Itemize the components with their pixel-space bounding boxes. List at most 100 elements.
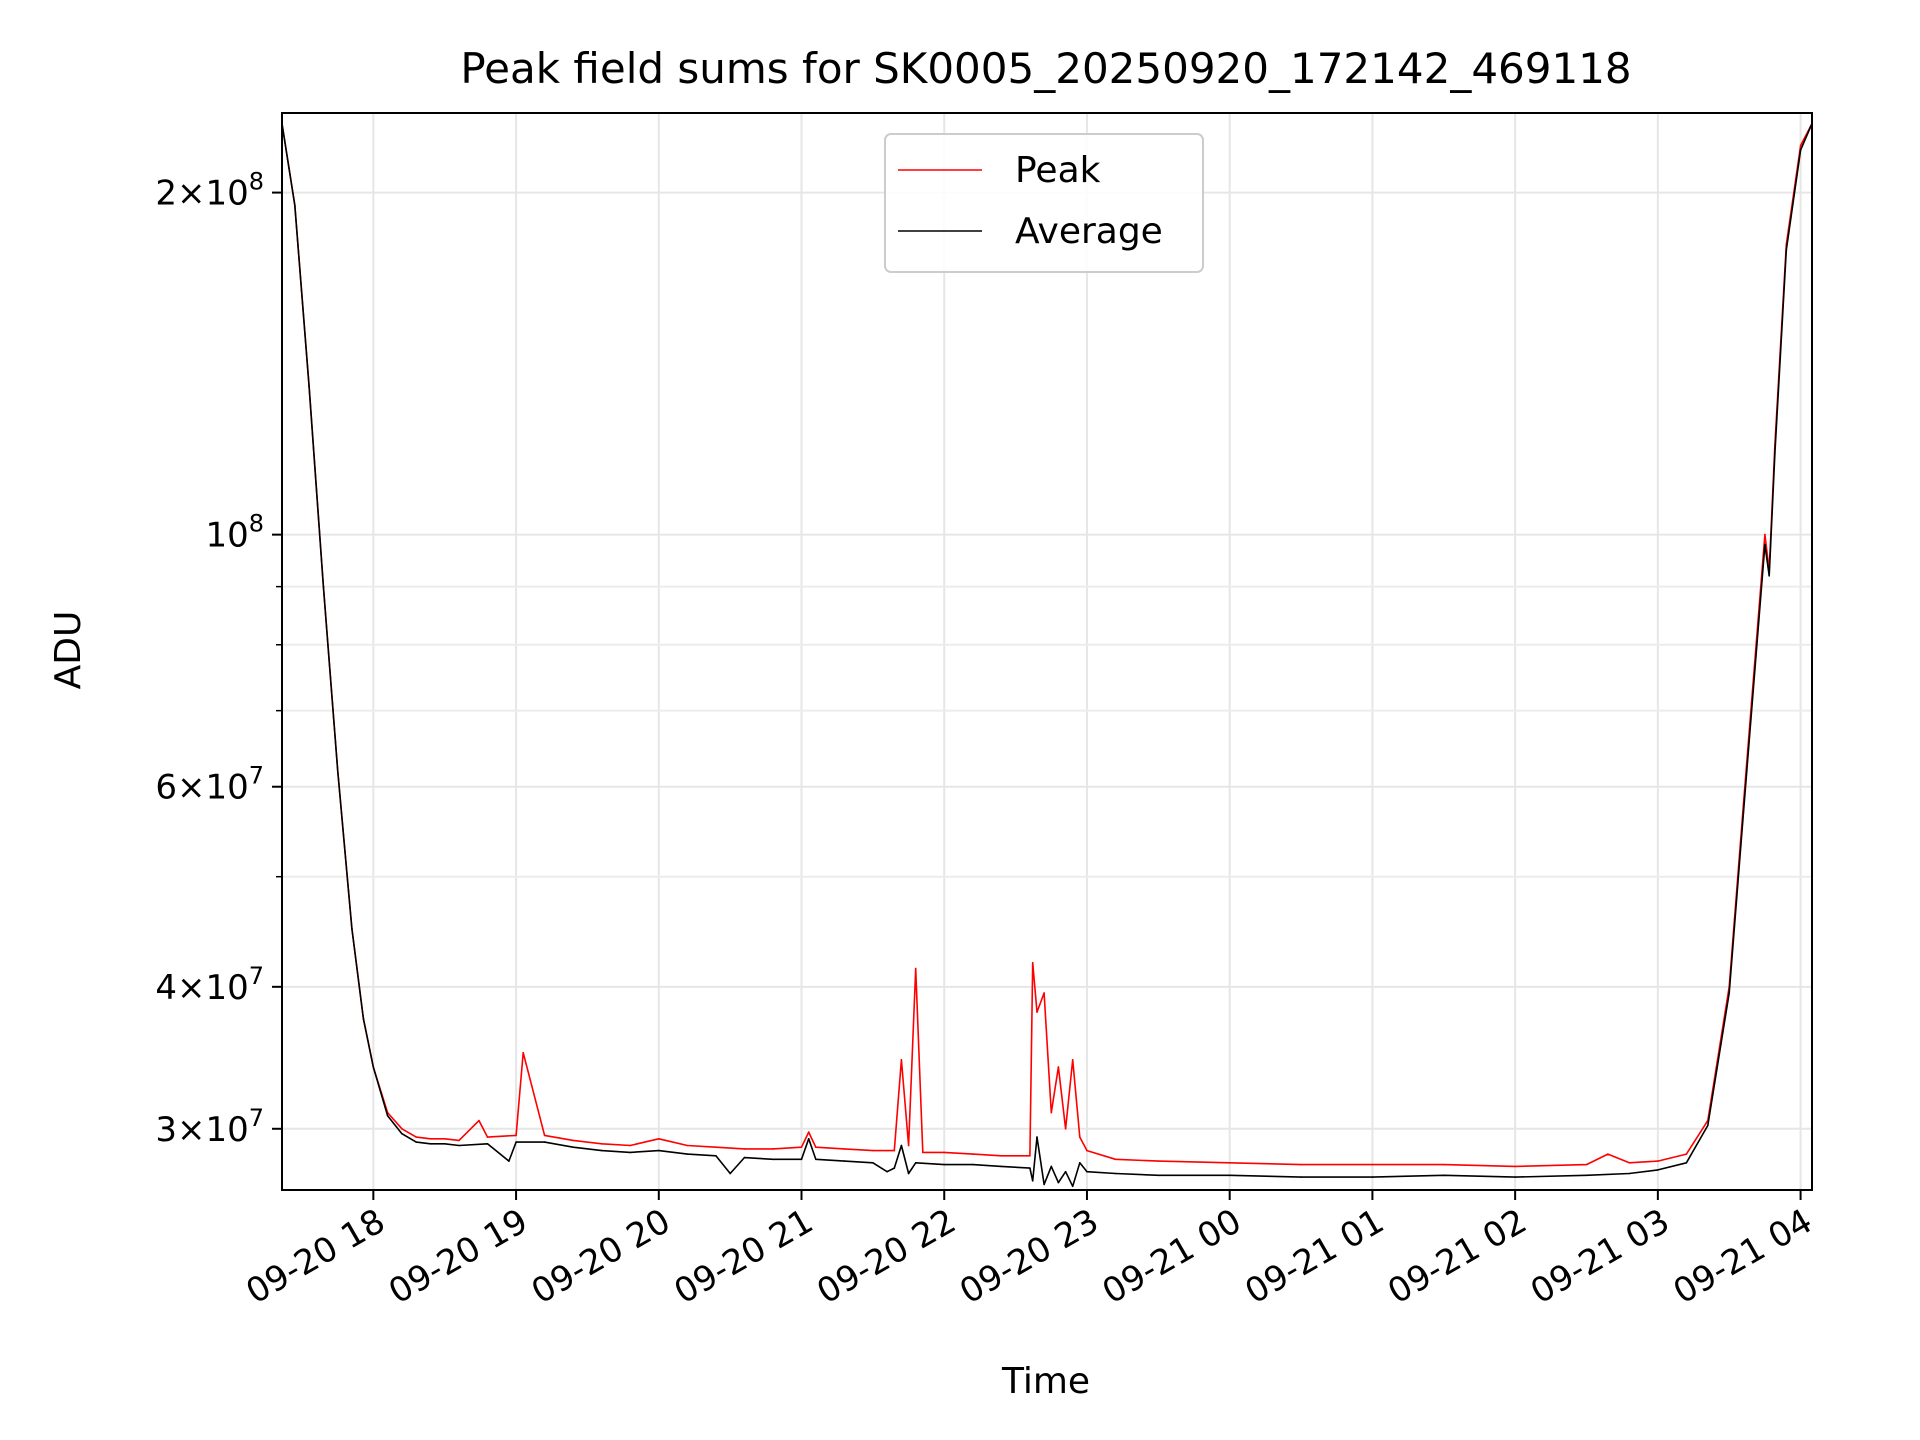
data-point-average (972, 1163, 974, 1166)
data-point-average (1029, 1167, 1031, 1169)
data-point-peak (1043, 992, 1045, 994)
data-point-average (772, 1158, 774, 1161)
plot-frame (281, 112, 1813, 1191)
data-point-average (386, 1115, 389, 1117)
data-point-average (443, 1143, 446, 1145)
data-point-peak (1685, 1153, 1688, 1155)
legend-label-average: Average (1015, 211, 1163, 252)
data-point-average (1742, 811, 1745, 813)
data-point-peak (686, 1144, 689, 1147)
data-point-average (486, 1143, 489, 1145)
data-point-peak (1300, 1163, 1302, 1166)
data-point-peak (1114, 1158, 1117, 1161)
data-point-peak (1657, 1160, 1659, 1162)
data-point-average (1628, 1172, 1631, 1175)
data-point-average (429, 1143, 432, 1145)
data-point-average (1050, 1165, 1053, 1168)
data-point-average (1031, 1180, 1034, 1182)
data-point-average (1300, 1176, 1302, 1178)
y-tick-label-base: 3×10 (155, 1110, 248, 1150)
data-point-peak (1050, 1111, 1053, 1114)
legend-label-peak: Peak (1015, 150, 1101, 191)
data-point-peak (907, 1144, 910, 1147)
data-point-average (907, 1172, 910, 1175)
data-point-average (1079, 1162, 1081, 1164)
y-tick-label-base: 6×10 (155, 768, 248, 808)
data-point-average (322, 585, 325, 588)
data-point-average (401, 1132, 403, 1135)
data-point-average (1228, 1174, 1231, 1177)
data-point-average (1657, 1169, 1659, 1171)
data-point-peak (1029, 1155, 1031, 1157)
data-point-average (843, 1160, 846, 1162)
data-point-average (715, 1155, 717, 1157)
data-point-peak (429, 1138, 432, 1140)
y-tick-label: 4×107 (155, 962, 264, 1008)
data-point-peak (1086, 1149, 1088, 1152)
data-point-average (336, 769, 339, 772)
data-point-peak (893, 1149, 896, 1152)
data-point-average (629, 1151, 631, 1154)
data-point-peak (843, 1148, 846, 1150)
y-tick-label: 2×108 (155, 168, 264, 214)
data-point-average (1057, 1181, 1060, 1184)
data-point-average (1774, 452, 1776, 454)
data-point-average (1064, 1170, 1067, 1173)
data-point-average (372, 1066, 375, 1068)
data-point-average (458, 1144, 460, 1147)
data-point-peak (715, 1146, 717, 1148)
data-point-average (308, 385, 310, 388)
data-point-peak (543, 1134, 546, 1137)
data-point-average (1000, 1165, 1003, 1168)
data-point-peak (629, 1144, 631, 1147)
data-point-average (807, 1138, 810, 1140)
data-point-average (729, 1172, 731, 1175)
data-point-average (415, 1141, 418, 1143)
data-point-average (686, 1153, 689, 1155)
series-line-average (281, 123, 1813, 1188)
y-tick-label: 3×107 (155, 1104, 264, 1150)
y-tick-label-exponent: 7 (249, 962, 264, 990)
data-point-peak (415, 1136, 418, 1138)
y-tick-label: 108 (205, 510, 264, 556)
data-point-average (362, 1017, 365, 1020)
data-point-average (1768, 575, 1770, 577)
data-point-peak (1371, 1163, 1374, 1166)
data-point-average (893, 1167, 896, 1169)
x-axis-label: Time (1001, 1361, 1090, 1402)
data-point-peak (1607, 1153, 1609, 1155)
data-point-average (1799, 149, 1802, 151)
data-point-average (543, 1141, 546, 1143)
data-point-peak (1443, 1163, 1445, 1166)
y-tick-label-exponent: 8 (249, 168, 264, 196)
y-axis-label: ADU (48, 611, 89, 690)
data-point-peak (1585, 1163, 1588, 1166)
data-point-peak (922, 1151, 924, 1154)
data-point-peak (972, 1153, 974, 1155)
data-point-average (886, 1170, 888, 1173)
y-tick-label-base: 2×10 (155, 174, 248, 214)
data-point-average (1114, 1172, 1117, 1175)
data-point-peak (943, 1151, 945, 1154)
data-point-peak (815, 1146, 817, 1148)
y-tick-label-exponent: 8 (249, 510, 264, 538)
data-point-average (872, 1162, 874, 1164)
data-point-peak (807, 1131, 810, 1133)
data-point-average (600, 1149, 603, 1152)
data-point-peak (872, 1149, 874, 1152)
chart-title: Peak field sums for SK0005_20250920_1721… (460, 44, 1631, 93)
data-point-peak (572, 1139, 574, 1142)
data-point-peak (1799, 144, 1802, 147)
series-layer (281, 122, 1813, 1188)
data-point-average (1785, 249, 1788, 251)
y-tick-label-exponent: 7 (249, 762, 264, 790)
data-point-average (1685, 1162, 1688, 1164)
data-point-peak (1071, 1059, 1074, 1061)
grid-lines (282, 113, 1812, 1190)
data-point-average (1036, 1136, 1038, 1138)
data-point-peak (900, 1059, 903, 1061)
data-point-average (800, 1158, 803, 1161)
y-tick-label-base: 4×10 (155, 968, 248, 1008)
data-point-average (1043, 1183, 1045, 1186)
